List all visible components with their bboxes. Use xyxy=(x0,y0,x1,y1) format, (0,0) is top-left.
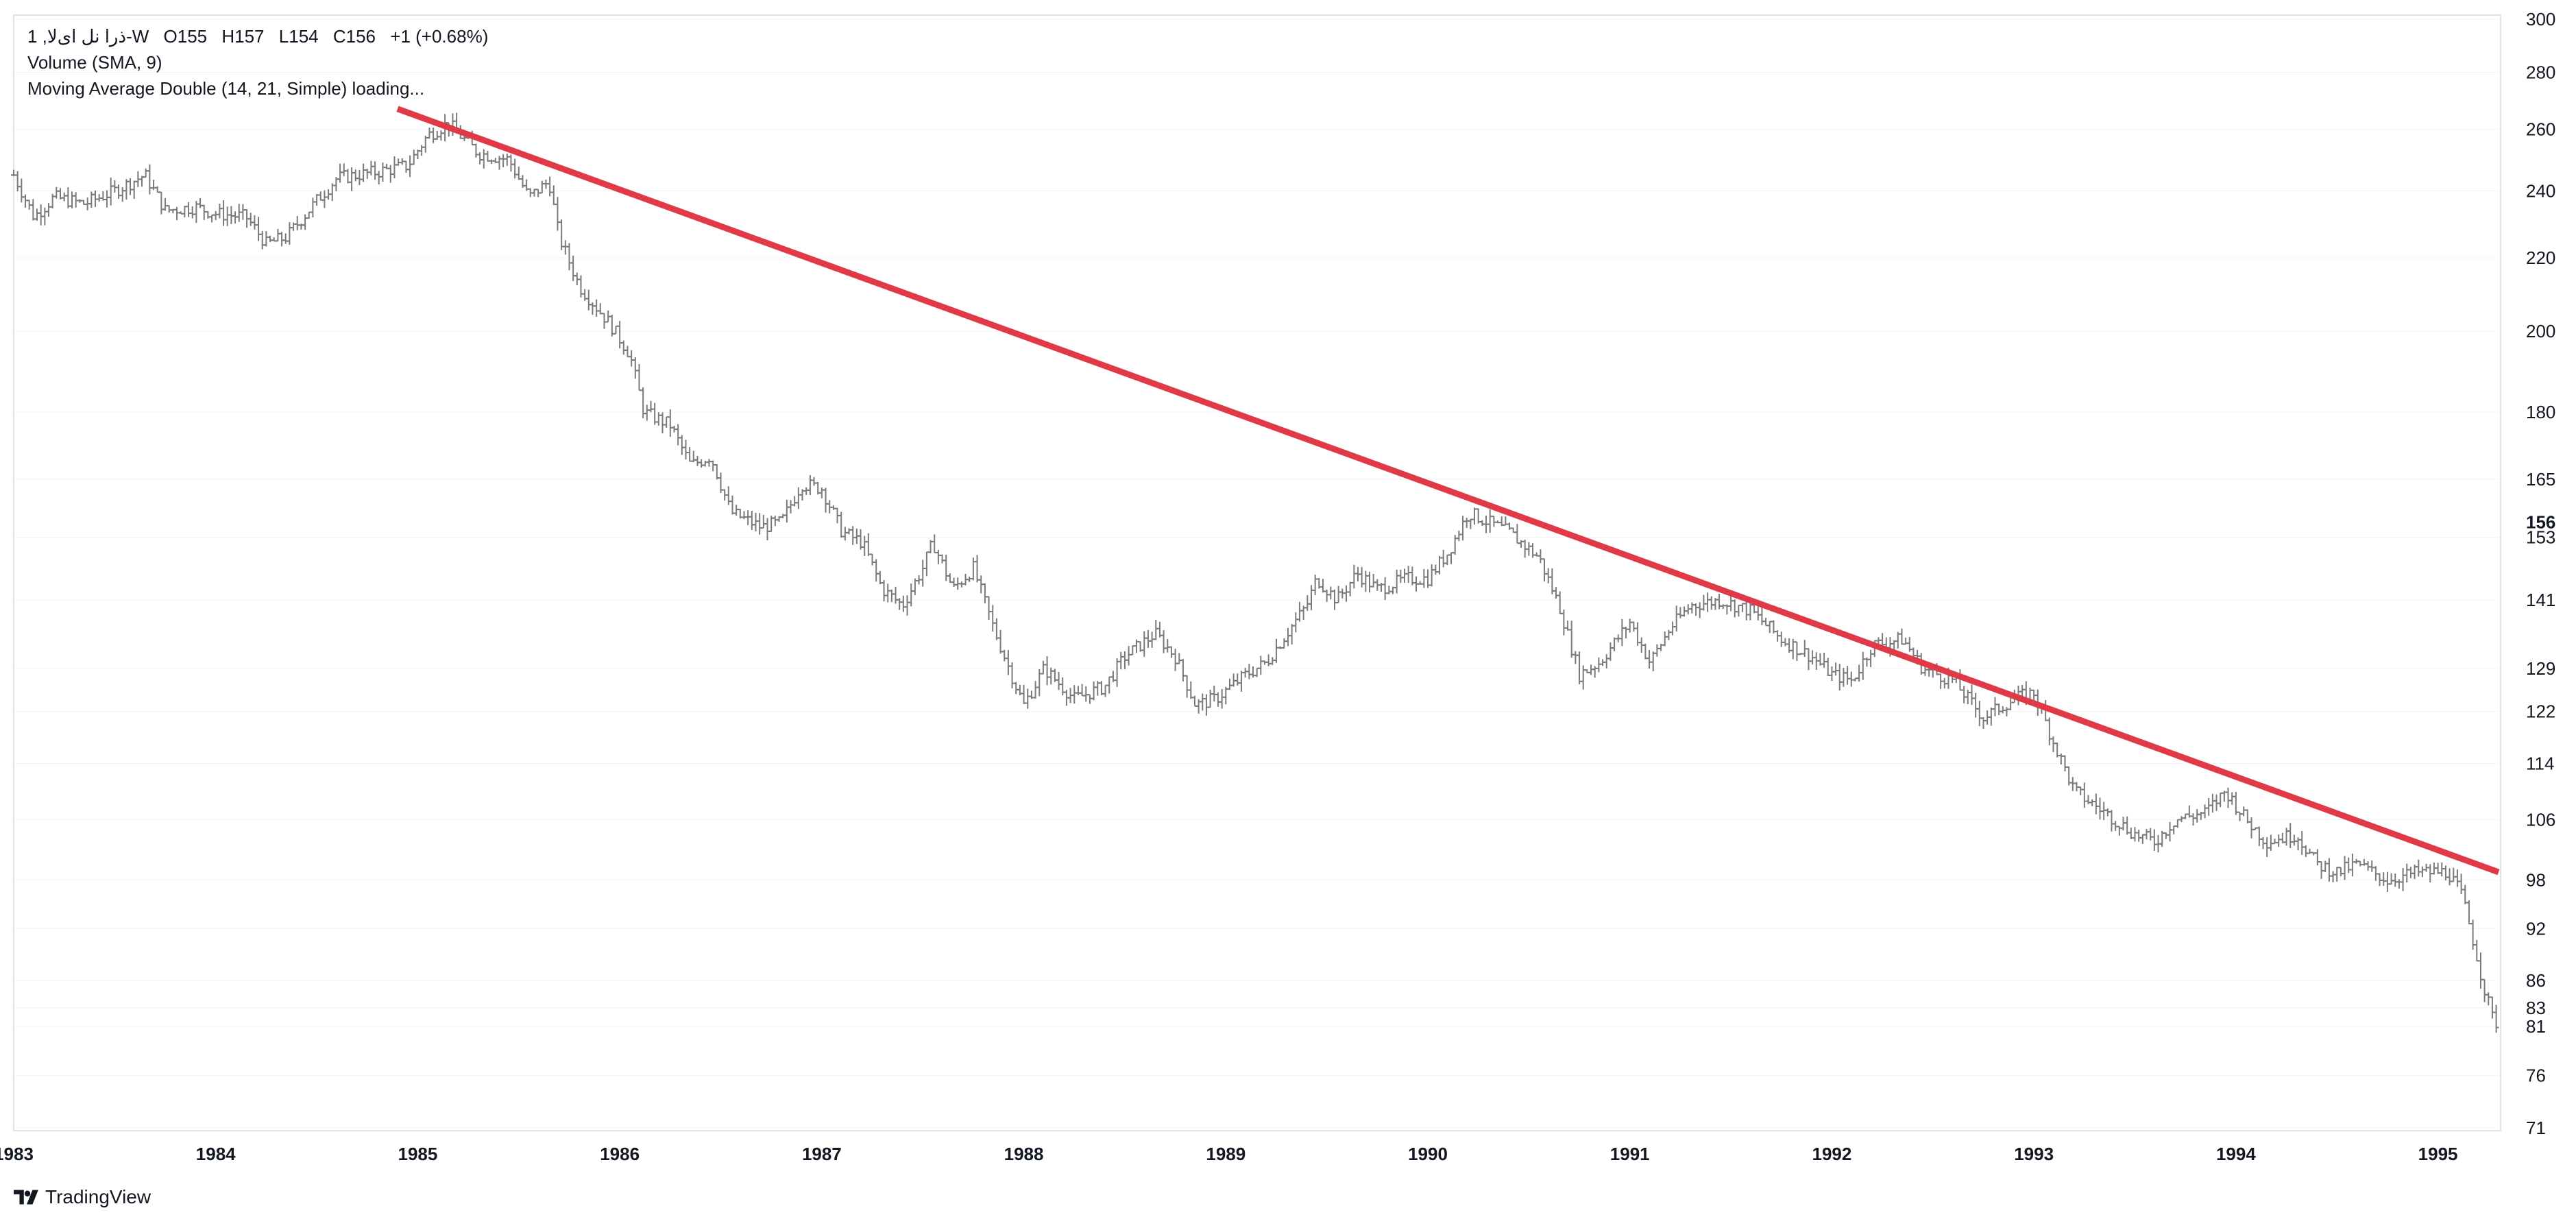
time-tick-label: 1988 xyxy=(1004,1144,1044,1164)
price-tick-label: 220 xyxy=(2526,248,2555,268)
price-tick-label: 200 xyxy=(2526,321,2555,341)
symbol-label[interactable]: 1 ,ذرا نل ای‌لا-W xyxy=(27,26,149,47)
price-tick-label: 92 xyxy=(2526,918,2546,939)
price-tick-label: 280 xyxy=(2526,62,2555,82)
price-tick-label: 260 xyxy=(2526,119,2555,140)
price-tick-label: 129 xyxy=(2526,658,2555,679)
time-tick-label: 1986 xyxy=(600,1144,640,1164)
price-tick-label: 71 xyxy=(2526,1118,2546,1138)
time-tick-label: 1993 xyxy=(2014,1144,2054,1164)
ohlc-legend-row: 1 ,ذرا نل ای‌لا-W O155 H157 L154 C156 +1… xyxy=(27,23,498,49)
time-tick-label: 1983 xyxy=(0,1144,34,1164)
tradingview-logo-icon xyxy=(14,1190,38,1205)
low-value: L154 xyxy=(278,26,319,47)
price-tick-label: 86 xyxy=(2526,970,2546,991)
price-tick-label: 122 xyxy=(2526,701,2555,722)
time-tick-label: 1994 xyxy=(2216,1144,2256,1164)
time-tick-label: 1991 xyxy=(1610,1144,1650,1164)
price-tick-label: 180 xyxy=(2526,402,2555,422)
price-tick-label: 83 xyxy=(2526,998,2546,1018)
price-tick-label: 106 xyxy=(2526,809,2555,830)
time-tick-label: 1990 xyxy=(1408,1144,1448,1164)
price-tick-label: 153 xyxy=(2526,527,2555,548)
price-tick-label: 240 xyxy=(2526,180,2555,201)
ma-indicator-label[interactable]: Moving Average Double (14, 21, Simple) l… xyxy=(27,78,425,99)
grid-layer xyxy=(14,19,2499,1129)
price-tick-label: 165 xyxy=(2526,469,2555,490)
change-value: +1 (+0.68%) xyxy=(390,26,489,47)
close-value: C156 xyxy=(332,26,376,47)
high-value: H157 xyxy=(221,26,265,47)
time-tick-label: 1984 xyxy=(196,1144,236,1164)
tradingview-watermark[interactable]: TradingView xyxy=(14,1186,151,1208)
trendline[interactable] xyxy=(396,106,2500,876)
price-tick-label: 300 xyxy=(2526,9,2555,29)
price-tick-label: 76 xyxy=(2526,1066,2546,1086)
time-axis[interactable]: 1983 1984 1985 1986 1987 1988 1989 1990 1991 1992… xyxy=(0,1144,2458,1164)
price-tick-label: 114 xyxy=(2526,754,2554,774)
time-tick-label: 1985 xyxy=(398,1144,438,1164)
time-tick-label: 1995 xyxy=(2418,1144,2458,1164)
price-axis[interactable]: 300 280 260 240 220 200 180 165 153 141 129 122 114 1… xyxy=(2526,9,2555,1138)
open-value: O155 xyxy=(163,26,208,47)
chart-legend: 1 ,ذرا نل ای‌لا-W O155 H157 L154 C156 +1… xyxy=(27,23,498,101)
watermark-text: TradingView xyxy=(45,1186,151,1207)
time-tick-label: 1987 xyxy=(802,1144,842,1164)
price-tick-label: 141 xyxy=(2526,590,2555,610)
price-bars xyxy=(11,112,2499,1033)
time-tick-label: 1989 xyxy=(1206,1144,1246,1164)
price-tick-label: 98 xyxy=(2526,869,2546,890)
price-tick-label: 81 xyxy=(2526,1016,2546,1037)
current-price-label: 156 xyxy=(2526,512,2555,533)
volume-indicator-label[interactable]: Volume (SMA, 9) xyxy=(27,52,162,73)
price-bar xyxy=(2493,1004,2499,1033)
time-tick-label: 1992 xyxy=(1812,1144,1852,1164)
chart-pane xyxy=(13,14,2501,1131)
